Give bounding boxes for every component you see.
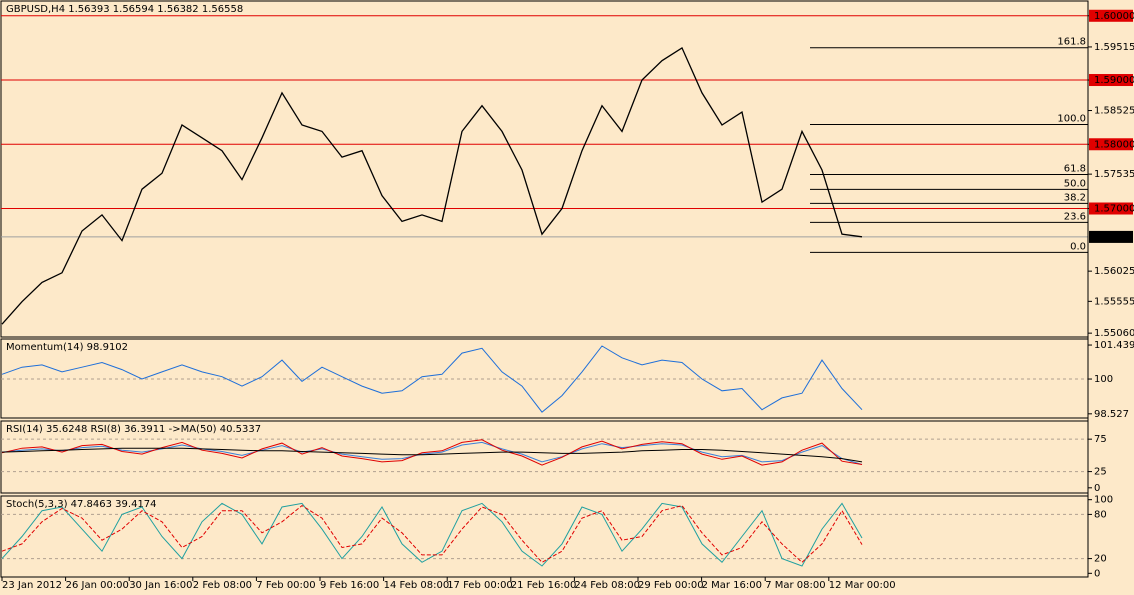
x-tick-label: 26 Jan 00:00 bbox=[66, 580, 129, 591]
x-tick-label: 17 Feb 00:00 bbox=[447, 580, 513, 591]
y-tick-label: 1.59000 bbox=[1094, 75, 1134, 86]
level-box bbox=[1089, 202, 1133, 215]
y-tick-label: 0 bbox=[1094, 483, 1100, 494]
panel bbox=[0, 338, 1089, 419]
fib-label: 23.6 bbox=[1064, 211, 1086, 222]
x-tick-label: 29 Feb 00:00 bbox=[638, 580, 704, 591]
panel-title: GBPUSD,H4 1.56393 1.56594 1.56382 1.5655… bbox=[6, 4, 243, 15]
y-tick-label: 75 bbox=[1094, 434, 1107, 445]
panel bbox=[0, 495, 1089, 578]
x-tick-label: 24 Feb 08:00 bbox=[574, 580, 640, 591]
y-tick-label: 1.55060 bbox=[1094, 328, 1134, 339]
x-tick-label: 30 Jan 16:00 bbox=[129, 580, 192, 591]
x-tick-label: 9 Feb 16:00 bbox=[320, 580, 379, 591]
y-tick-label: 1.59515 bbox=[1094, 42, 1134, 53]
fib-label: 0.0 bbox=[1070, 241, 1086, 252]
y-tick-label: 0 bbox=[1094, 568, 1100, 579]
panel-title: RSI(14) 35.6248 RSI(8) 36.3911 ->MA(50) … bbox=[6, 424, 261, 435]
series-line bbox=[1, 345, 863, 413]
fib-label: 161.8 bbox=[1057, 37, 1086, 48]
current-price-label: 1.56558 bbox=[1092, 232, 1133, 243]
y-tick-label: 1.57000 bbox=[1094, 204, 1134, 215]
series-line bbox=[1, 504, 863, 563]
x-tick-label: 14 Feb 08:00 bbox=[384, 580, 450, 591]
y-tick-label: 100 bbox=[1094, 495, 1113, 506]
y-tick-label: 1.58000 bbox=[1094, 139, 1134, 150]
panel-title: Stoch(5,3,3) 47.8463 39.4174 bbox=[6, 499, 157, 510]
fib-label: 38.2 bbox=[1064, 192, 1086, 203]
y-tick-label: 1.56025 bbox=[1094, 266, 1134, 277]
series-line bbox=[1, 502, 863, 567]
y-tick-label: 20 bbox=[1094, 554, 1107, 565]
fib-label: 50.0 bbox=[1064, 178, 1086, 189]
y-tick-label: 1.60000 bbox=[1094, 11, 1134, 22]
series-line bbox=[1, 447, 863, 463]
x-tick-label: 2 Feb 08:00 bbox=[193, 580, 252, 591]
x-tick-label: 21 Feb 16:00 bbox=[511, 580, 577, 591]
y-tick-label: 100 bbox=[1094, 374, 1113, 385]
series-line bbox=[1, 441, 863, 465]
panel-title: Momentum(14) 98.9102 bbox=[6, 342, 128, 353]
y-tick-label: 25 bbox=[1094, 467, 1107, 478]
x-tick-label: 23 Jan 2012 bbox=[2, 580, 62, 591]
y-tick-label: 1.55555 bbox=[1094, 296, 1134, 307]
y-tick-label: 101.4393 bbox=[1094, 340, 1134, 351]
x-tick-label: 7 Feb 00:00 bbox=[256, 580, 315, 591]
y-tick-label: 98.527 bbox=[1094, 409, 1129, 420]
fib-label: 61.8 bbox=[1064, 163, 1086, 174]
y-tick-label: 1.58525 bbox=[1094, 106, 1134, 117]
level-box bbox=[1089, 9, 1133, 22]
series-line bbox=[1, 439, 863, 466]
x-tick-label: 7 Mar 08:00 bbox=[765, 580, 825, 591]
series-line bbox=[1, 46, 863, 325]
x-tick-label: 12 Mar 00:00 bbox=[829, 580, 896, 591]
level-box bbox=[1089, 138, 1133, 151]
y-tick-label: 1.57535 bbox=[1094, 169, 1134, 180]
level-box bbox=[1089, 74, 1133, 87]
fib-label: 100.0 bbox=[1057, 114, 1086, 125]
y-tick-label: 80 bbox=[1094, 509, 1107, 520]
x-tick-label: 2 Mar 16:00 bbox=[702, 580, 762, 591]
current-price-box bbox=[1089, 230, 1133, 243]
